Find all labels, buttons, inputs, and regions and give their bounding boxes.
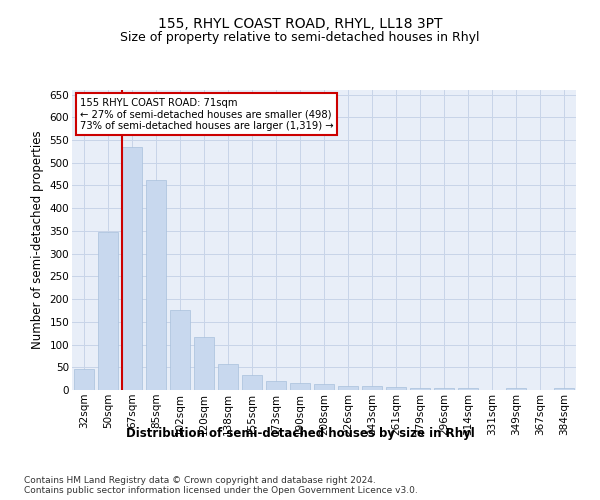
Bar (98, 232, 118, 390)
Y-axis label: Number of semi-detached properties: Number of semi-detached properties (31, 130, 44, 350)
Bar (410, 388, 430, 390)
Bar (266, 382, 286, 390)
Bar (74, 369, 94, 390)
Bar (362, 386, 382, 390)
Bar (458, 388, 478, 390)
Bar (554, 388, 574, 390)
Text: Distribution of semi-detached houses by size in Rhyl: Distribution of semi-detached houses by … (125, 428, 475, 440)
Bar (218, 364, 238, 390)
Bar (386, 388, 406, 390)
Bar (194, 337, 214, 390)
Bar (290, 383, 310, 390)
Text: Contains HM Land Registry data © Crown copyright and database right 2024.
Contai: Contains HM Land Registry data © Crown c… (24, 476, 418, 495)
Text: 155 RHYL COAST ROAD: 71sqm
← 27% of semi-detached houses are smaller (498)
73% o: 155 RHYL COAST ROAD: 71sqm ← 27% of semi… (80, 98, 333, 130)
Bar (122, 147, 142, 390)
Text: Size of property relative to semi-detached houses in Rhyl: Size of property relative to semi-detach… (120, 31, 480, 44)
Bar (506, 388, 526, 390)
Bar (146, 180, 166, 390)
Bar (170, 310, 190, 390)
Text: 155, RHYL COAST ROAD, RHYL, LL18 3PT: 155, RHYL COAST ROAD, RHYL, LL18 3PT (158, 18, 442, 32)
Bar (242, 374, 262, 390)
Bar (338, 386, 358, 390)
Bar (434, 388, 454, 390)
Bar (314, 384, 334, 390)
